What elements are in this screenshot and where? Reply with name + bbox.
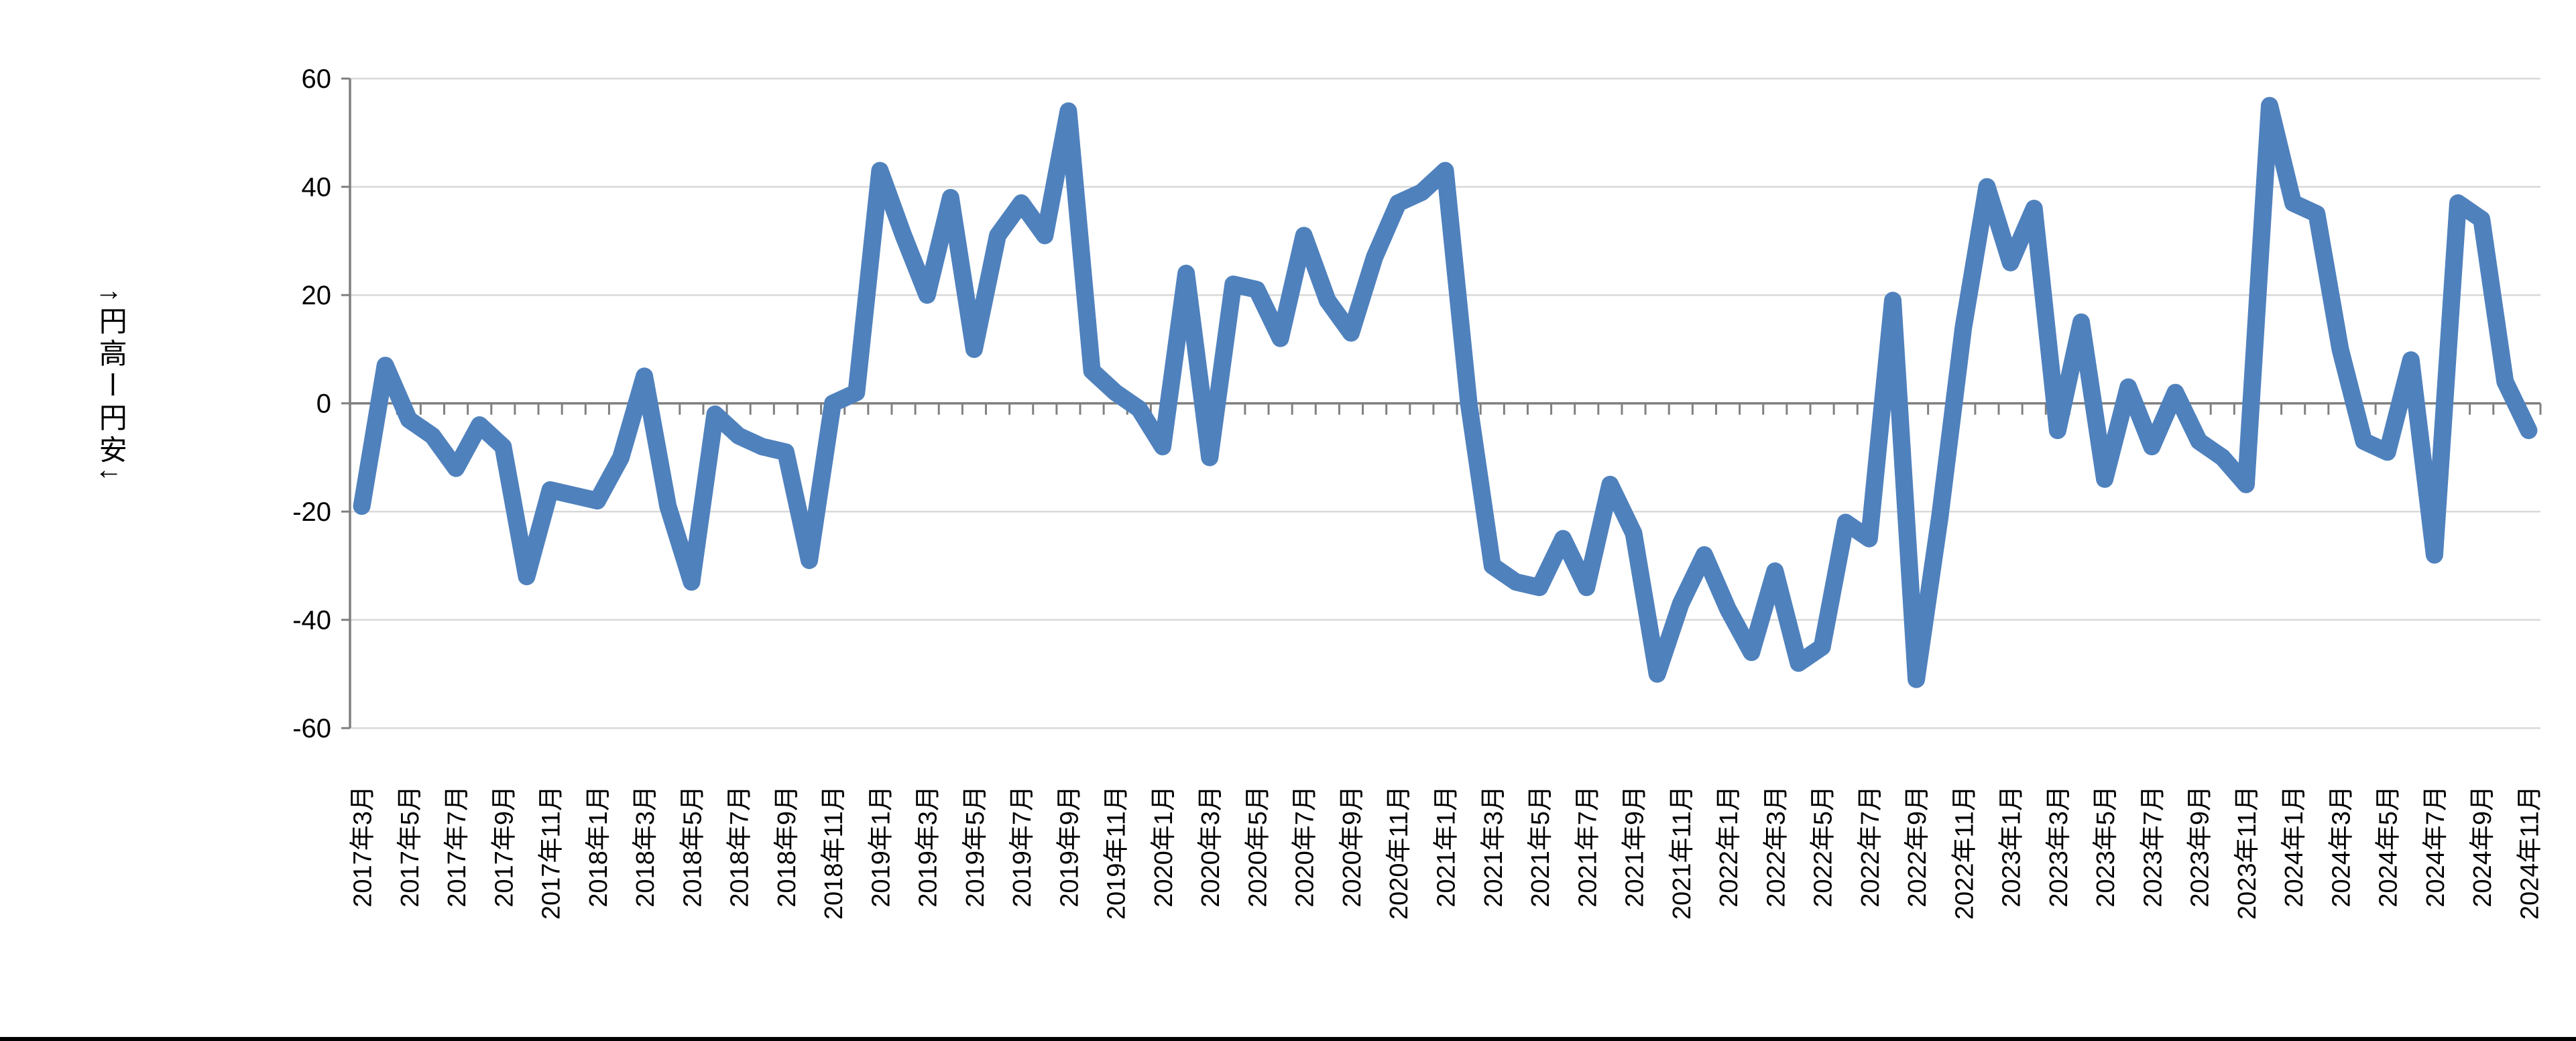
x-axis-tick-label: 2021年5月 (1527, 786, 1555, 908)
x-axis-tick-label: 2022年1月 (1715, 786, 1743, 908)
x-axis-tick-label: 2018年3月 (632, 786, 660, 908)
x-axis-tick-label: 2023年9月 (2186, 786, 2215, 908)
y-axis-tick-label: -20 (292, 497, 331, 527)
y-axis-tick-label: 40 (302, 173, 332, 202)
x-axis-tick-label: 2023年3月 (2045, 786, 2073, 908)
x-axis-tick-label: 2021年1月 (1433, 786, 1461, 908)
x-axis-tick-label: 2024年5月 (2375, 786, 2403, 908)
x-axis-tick-label: 2018年9月 (773, 786, 801, 908)
x-axis-tick-label: 2024年3月 (2327, 786, 2355, 908)
x-axis-tick-label: 2022年9月 (1904, 786, 1932, 908)
x-axis-tick-label: 2017年3月 (349, 786, 377, 908)
x-axis-tick-label: 2023年1月 (1998, 786, 2026, 908)
x-axis-tick-label: 2019年1月 (867, 786, 895, 908)
x-axis-tick-label: 2020年3月 (1197, 786, 1225, 908)
x-axis-tick-label: 2024年7月 (2422, 786, 2450, 908)
x-axis-tick-label: 2021年11月 (1668, 786, 1696, 920)
window-bottom-border (0, 1037, 2576, 1041)
x-axis-tick-label: 2019年9月 (1055, 786, 1084, 908)
x-axis-tick-label: 2022年3月 (1762, 786, 1790, 908)
x-axis-tick-label: 2019年5月 (961, 786, 990, 908)
x-axis-tick-label: 2022年11月 (1950, 786, 1979, 920)
x-axis-tick-label: 2023年11月 (2233, 786, 2262, 920)
x-axis-tick-label: 2017年9月 (490, 786, 518, 908)
x-axis-tick-label: 2023年5月 (2092, 786, 2120, 908)
x-axis-tick-label: 2017年7月 (443, 786, 471, 908)
x-axis-tick-label: 2018年5月 (679, 786, 707, 908)
y-axis-tick-label: 20 (302, 281, 332, 310)
y-axis-tick-label: -40 (292, 606, 331, 635)
x-axis-tick-label: 2021年9月 (1621, 786, 1649, 908)
x-axis-tick-label: 2020年9月 (1338, 786, 1366, 908)
x-axis-tick-label: 2020年5月 (1244, 786, 1272, 908)
y-axis-unit-label: ↑円高ー円安↓ (95, 288, 127, 485)
x-axis-tick-label: 2024年9月 (2469, 786, 2497, 908)
y-axis-tick-label: -60 (292, 714, 331, 743)
x-axis-tick-label: 2024年1月 (2280, 786, 2308, 908)
x-axis-tick-label: 2020年7月 (1291, 786, 1320, 908)
x-axis-tick-label: 2017年11月 (538, 786, 566, 920)
x-axis-tick-label: 2020年1月 (1150, 786, 1178, 908)
x-axis-tick-label: 2019年3月 (915, 786, 943, 908)
x-axis-tick-label: 2023年7月 (2139, 786, 2167, 908)
data-series-line (353, 97, 2538, 688)
y-axis-tick-label: 60 (302, 64, 332, 94)
x-axis-tick-label: 2021年3月 (1480, 786, 1508, 908)
x-axis-tick-label: 2024年11月 (2516, 786, 2544, 920)
x-axis-tick-label: 2020年11月 (1385, 786, 1413, 920)
x-axis-tick-label: 2021年7月 (1574, 786, 1602, 908)
x-axis-tick-label: 2017年5月 (396, 786, 424, 908)
x-axis-tick-label: 2022年5月 (1810, 786, 1838, 908)
x-axis-tick-label: 2018年1月 (585, 786, 613, 908)
x-axis-tick-label: 2018年7月 (726, 786, 754, 908)
x-axis-tick-label: 2022年7月 (1857, 786, 1885, 908)
x-axis-tick-label: 2018年11月 (820, 786, 848, 920)
y-axis-tick-label: 0 (316, 389, 331, 419)
x-axis-tick-label: 2019年11月 (1103, 786, 1131, 920)
x-axis-tick-label: 2019年7月 (1008, 786, 1037, 908)
